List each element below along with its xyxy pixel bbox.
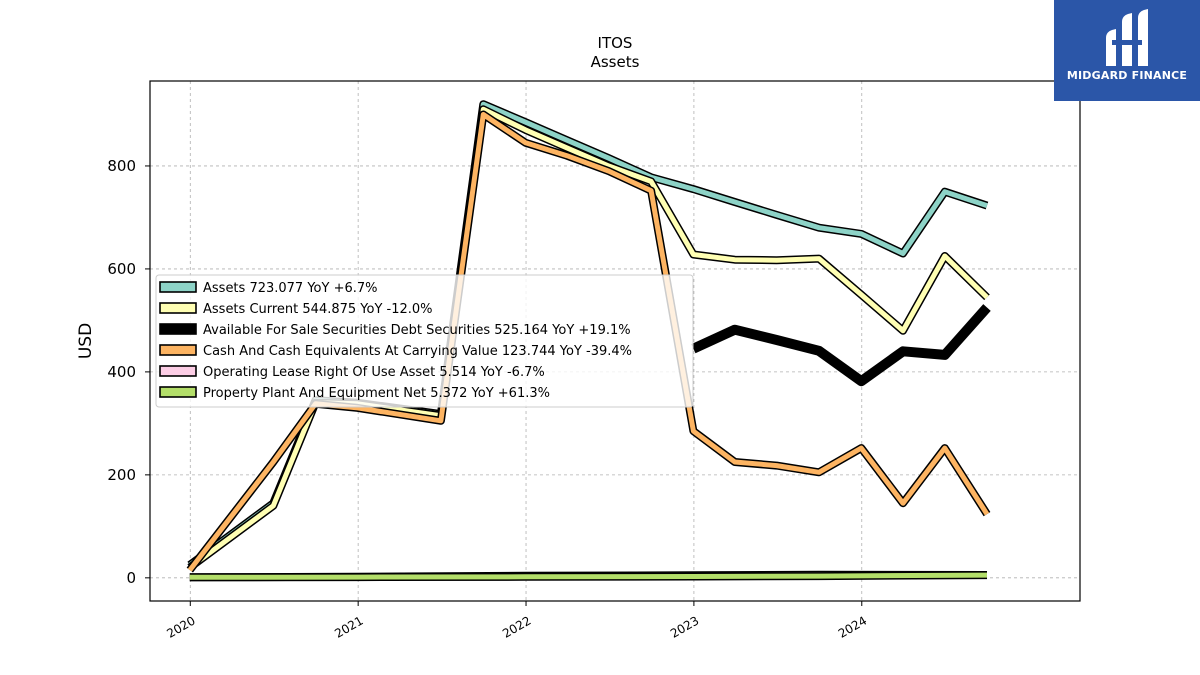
data-point (525, 142, 526, 143)
legend-item: Assets Current 544.875 YoY -12.0% (159, 302, 433, 317)
data-point (483, 114, 484, 115)
data-point (861, 233, 862, 234)
legend-label: Assets 723.077 YoY +6.7% (203, 281, 378, 296)
data-point (986, 205, 987, 206)
data-point (525, 129, 526, 130)
data-point (566, 147, 567, 148)
legend-label: Available For Sale Securities Debt Secur… (203, 323, 631, 338)
legend-box (155, 274, 694, 408)
y-tick-label: 200 (107, 466, 136, 484)
chart-subtitle: Assets (591, 53, 640, 71)
data-point (818, 258, 819, 259)
plot-frame (149, 80, 1081, 602)
data-point (483, 109, 484, 110)
series-line-outline (691, 304, 991, 387)
legend: Assets 723.077 YoY +6.7% Assets Current 5… (155, 274, 694, 408)
data-point (776, 465, 777, 466)
data-point (902, 253, 903, 254)
legend-label: Cash And Cash Equivalents At Carrying Va… (203, 344, 632, 359)
data-point (902, 351, 903, 352)
legend-item: Available For Sale Securities Debt Secur… (159, 323, 631, 338)
data-point (944, 255, 945, 256)
data-point (189, 577, 190, 578)
data-point (608, 158, 609, 159)
data-point (608, 170, 609, 171)
data-point (273, 505, 274, 506)
data-point (189, 570, 190, 571)
data-point (734, 329, 735, 330)
data-point (273, 461, 274, 462)
legend-swatch (159, 323, 197, 335)
y-tick-label: 0 (126, 569, 136, 587)
data-point (818, 576, 819, 577)
data-point (861, 294, 862, 295)
legend-item: Assets 723.077 YoY +6.7% (159, 281, 378, 296)
data-point (776, 214, 777, 215)
data-point (818, 227, 819, 228)
data-point (818, 350, 819, 351)
data-point (693, 430, 694, 431)
y-tick-label: 800 (107, 157, 136, 175)
legend-item: Property Plant And Equipment Net 5.372 Y… (159, 386, 550, 401)
series-line (189, 572, 988, 580)
y-tick-label: 400 (107, 363, 136, 381)
brand-name: MIDGARD FINANCE (1066, 69, 1188, 82)
data-point (357, 407, 358, 408)
data-point (944, 447, 945, 448)
chart-title: ITOS (598, 34, 633, 52)
data-point (734, 461, 735, 462)
brand-mark-icon (1106, 9, 1148, 66)
data-point (944, 354, 945, 355)
data-point (693, 576, 694, 577)
data-point (525, 576, 526, 577)
data-point (651, 190, 652, 191)
data-point (566, 140, 567, 141)
series-5 (189, 571, 988, 582)
x-tick-label: 2022 (500, 613, 533, 640)
legend-swatch (159, 302, 197, 314)
data-point (440, 420, 441, 421)
data-point (693, 254, 694, 255)
x-tick-label: 2023 (668, 613, 701, 640)
data-point (734, 201, 735, 202)
data-point (986, 574, 987, 575)
series-2 (691, 304, 991, 387)
data-point (357, 576, 358, 577)
data-point (608, 165, 609, 166)
data-point (986, 297, 987, 298)
legend-swatch (159, 386, 197, 398)
data-point (693, 189, 694, 190)
x-tick-label: 2024 (836, 613, 869, 640)
brand-logo: MIDGARD FINANCE (1054, 0, 1200, 101)
data-point (651, 181, 652, 182)
data-point (776, 260, 777, 261)
legend-label: Property Plant And Equipment Net 5.372 Y… (203, 386, 550, 401)
data-point (566, 155, 567, 156)
legend-item: Operating Lease Right Of Use Asset 5.514… (159, 365, 545, 380)
y-axis-label: USD (76, 323, 96, 359)
data-point (944, 191, 945, 192)
data-point (986, 514, 987, 515)
data-point (734, 259, 735, 260)
legend-swatch (159, 344, 197, 356)
y-tick-label: 600 (107, 260, 136, 278)
data-point (483, 104, 484, 105)
data-point (861, 447, 862, 448)
data-point (861, 381, 862, 382)
legend-swatch (159, 365, 197, 377)
legend-item: Cash And Cash Equivalents At Carrying Va… (159, 344, 632, 359)
data-point (902, 503, 903, 504)
legend-label: Operating Lease Right Of Use Asset 5.514… (203, 365, 545, 380)
data-point (986, 307, 987, 308)
data-point (525, 122, 526, 123)
legend-label: Assets Current 544.875 YoY -12.0% (203, 302, 433, 317)
data-point (818, 472, 819, 473)
legend-swatch (159, 281, 197, 293)
data-point (776, 339, 777, 340)
x-tick-label: 2020 (164, 613, 197, 640)
data-point (902, 330, 903, 331)
x-tick-label: 2021 (332, 613, 365, 640)
